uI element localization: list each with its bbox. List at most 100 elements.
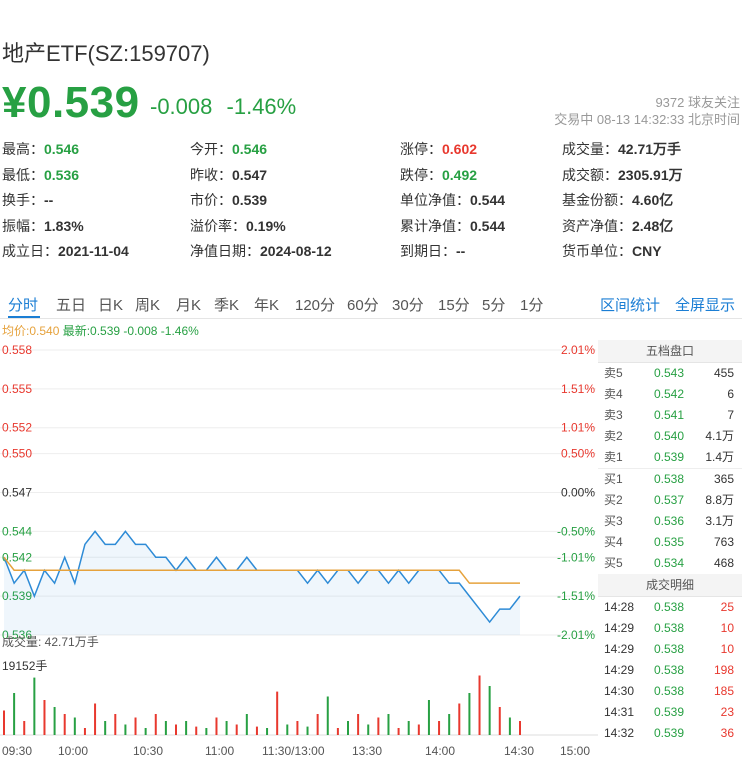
trade-row: 14:29 0.538 198: [598, 660, 742, 681]
row-volume: 763: [713, 535, 734, 549]
trade-row: 14:31 0.539 23: [598, 702, 742, 723]
quote-label: 净值日期：: [190, 243, 260, 259]
order-book: 五档盘口 卖5 0.543 455 卖4 0.542 6 卖3 0.541 7 卖2 0.540 4.…: [598, 340, 742, 744]
volume-bar: [397, 728, 400, 735]
volume-max-label: 19152手: [2, 659, 47, 673]
quote-label: 振幅：: [2, 217, 44, 234]
order-book-title: 五档盘口: [598, 340, 742, 363]
volume-bar: [438, 721, 441, 735]
y-tick-label-left: 0.539: [2, 589, 32, 603]
volume-bar: [316, 714, 319, 735]
quote-value: 0.19%: [246, 217, 286, 234]
quote-value: 0.544: [470, 217, 506, 234]
quote-value: CNY: [632, 243, 662, 259]
row-price: 0.538: [654, 684, 685, 698]
tab-period[interactable]: 120分: [295, 297, 336, 314]
tab-period[interactable]: 5分: [482, 297, 506, 314]
quote-value: 2024-08-12: [260, 243, 332, 259]
row-price: 0.538: [654, 600, 685, 614]
intraday-chart[interactable]: 0.558 2.01% 0.555 1.51% 0.552 1.01% 0.550 0.50%…: [0, 335, 598, 775]
volume-bar: [94, 703, 97, 735]
volume-bar: [357, 714, 360, 735]
range-stats-button[interactable]: 区间统计: [600, 297, 661, 314]
volume-bar: [286, 724, 289, 735]
volume-bar: [33, 677, 36, 735]
fullscreen-button[interactable]: 全屏显示: [675, 297, 736, 314]
y-tick-label-left: 0.555: [2, 382, 32, 396]
y-tick-label-right: 2.01%: [561, 343, 595, 357]
row-price: 0.540: [654, 429, 685, 443]
volume-bar: [83, 728, 86, 735]
tab-period[interactable]: 日K: [98, 297, 124, 314]
quote-item: 昨收：0.547: [190, 162, 267, 188]
row-volume: 4.1万: [705, 429, 734, 443]
volume-bar: [407, 721, 410, 735]
y-tick-label-left: 0.547: [2, 486, 32, 500]
y-tick-label-right: -1.01%: [557, 550, 595, 564]
quote-value: 42.71万手: [618, 141, 682, 157]
volume-bar: [336, 728, 339, 735]
quote-value: 0.546: [232, 141, 268, 157]
volume-bar: [326, 696, 329, 735]
ask-row: 卖3 0.541 7: [598, 405, 742, 426]
tab-period[interactable]: 1分: [520, 297, 544, 314]
quote-item: 今开：0.546: [190, 136, 267, 162]
tab-period[interactable]: 30分: [392, 297, 424, 314]
tab-period[interactable]: 周K: [135, 297, 161, 314]
quote-item: 到期日：--: [400, 238, 465, 264]
ask-row: 卖4 0.542 6: [598, 384, 742, 405]
volume-bar: [124, 724, 127, 735]
tab-period[interactable]: 15分: [438, 297, 470, 314]
tab-period[interactable]: 分时: [8, 297, 39, 314]
bid-row: 买2 0.537 8.8万: [598, 490, 742, 511]
y-tick-label-left: 0.536: [2, 628, 32, 642]
row-label: 14:32: [604, 726, 635, 740]
row-price: 0.539: [654, 726, 685, 740]
row-label: 卖2: [604, 429, 623, 443]
row-label: 14:30: [604, 684, 635, 698]
volume-bar: [13, 693, 16, 735]
current-price: ¥0.539: [2, 78, 140, 127]
row-volume: 10: [720, 621, 734, 635]
quote-label: 基金份额：: [562, 192, 632, 208]
trading-status: 交易中 08-13 14:32:33 北京时间: [554, 112, 740, 127]
quote-label: 市价：: [190, 192, 232, 208]
bid-row: 买3 0.536 3.1万: [598, 511, 742, 532]
tab-period[interactable]: 五日: [56, 297, 87, 314]
tab-period[interactable]: 年K: [254, 297, 280, 314]
y-tick-label-right: -1.51%: [557, 589, 595, 603]
quote-value: 0.492: [442, 166, 478, 183]
row-price: 0.538: [654, 621, 685, 635]
quote-value: 0.547: [232, 166, 268, 183]
volume-bar: [498, 707, 501, 735]
volume-bar: [458, 703, 461, 735]
row-volume: 10: [720, 642, 734, 656]
row-volume: 7: [727, 408, 734, 422]
quote-item: 涨停：0.602: [400, 136, 477, 162]
ask-row: 卖5 0.543 455: [598, 363, 742, 384]
volume-bar: [3, 710, 5, 735]
volume-bar: [255, 726, 258, 735]
x-tick-label: 15:00: [560, 744, 590, 758]
volume-bar: [205, 728, 208, 735]
quote-label: 货币单位：: [562, 243, 632, 259]
x-tick-label: 09:30: [2, 744, 32, 758]
row-label: 卖4: [604, 387, 623, 401]
x-tick-label: 11:00: [205, 744, 234, 758]
quote-value: 1.83%: [44, 217, 84, 234]
tab-period[interactable]: 季K: [214, 297, 240, 314]
follower-count[interactable]: 9372 球友关注: [655, 95, 740, 110]
volume-bar: [266, 728, 269, 735]
volume-bar: [427, 700, 430, 735]
x-tick-label: 14:00: [425, 744, 455, 758]
tab-period[interactable]: 月K: [176, 297, 202, 314]
volume-bar: [235, 724, 238, 735]
row-label: 买3: [604, 514, 623, 528]
row-label: 14:29: [604, 621, 635, 635]
volume-bar: [468, 693, 471, 735]
volume-bar: [164, 721, 167, 735]
tab-period[interactable]: 60分: [347, 297, 379, 314]
volume-bar: [195, 726, 198, 735]
y-tick-label-right: 0.50%: [561, 447, 595, 461]
quote-label: 溢价率：: [190, 217, 246, 234]
